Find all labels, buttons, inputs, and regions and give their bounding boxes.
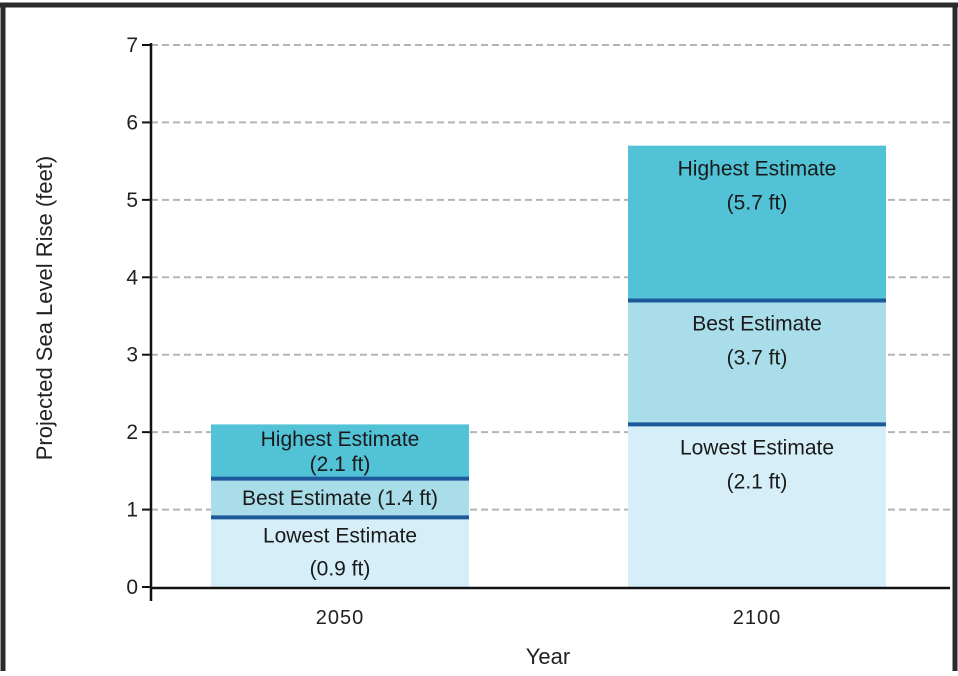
bar-2100-best-segment: [628, 300, 886, 425]
label-2100-highest-line-0: Highest Estimate: [678, 158, 837, 181]
label-2100-best-line-1: (3.7 ft): [727, 347, 788, 370]
bar-2100-highest-segment: [628, 145, 886, 301]
y-tick-label-7: 7: [126, 34, 138, 57]
label-2050-lowest-line-1: (0.9 ft): [310, 558, 371, 581]
y-tick-label-3: 3: [126, 344, 138, 367]
label-2100-lowest-line-0: Lowest Estimate: [680, 436, 834, 459]
bar-2050-lowest-segment: [211, 517, 469, 587]
x-tick-label-2100: 2100: [733, 607, 782, 629]
label-2100-highest-line-1: (5.7 ft): [727, 192, 788, 215]
label-2050-best-line-0: Best Estimate (1.4 ft): [242, 487, 438, 510]
x-tick-label-2050: 2050: [316, 607, 365, 629]
label-2050-highest-line-1: (2.1 ft): [310, 453, 371, 476]
y-tick-label-4: 4: [126, 266, 138, 289]
y-tick-label-5: 5: [126, 189, 138, 212]
bar-2050-best-segment: [211, 478, 469, 518]
bar-2100-lowest-segment: [628, 424, 886, 587]
label-2050-highest-line-0: Highest Estimate: [261, 428, 420, 451]
y-tick-label-1: 1: [126, 499, 138, 522]
y-axis-title: Projected Sea Level Rise (feet): [32, 156, 57, 461]
x-axis-title: Year: [526, 644, 570, 669]
bar-2050-highest-segment: [211, 424, 469, 479]
y-tick-label-0: 0: [126, 576, 138, 599]
y-tick-label-6: 6: [126, 111, 138, 134]
label-2100-lowest-line-1: (2.1 ft): [727, 470, 788, 493]
label-2100-best-line-0: Best Estimate: [692, 313, 822, 336]
label-2050-lowest-line-0: Lowest Estimate: [263, 525, 417, 548]
y-tick-label-2: 2: [126, 421, 138, 444]
